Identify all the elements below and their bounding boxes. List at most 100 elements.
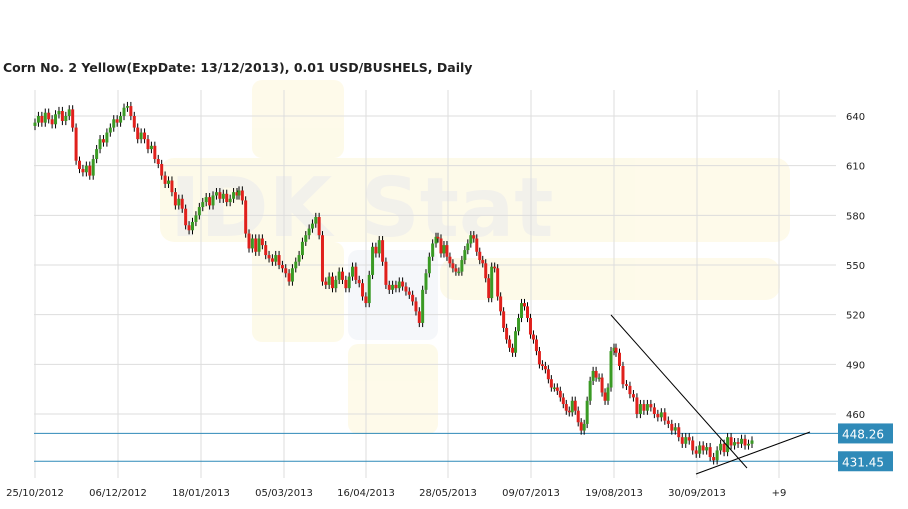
candle-body	[401, 281, 405, 287]
candle-body	[614, 347, 618, 353]
candle-body	[247, 233, 251, 249]
candle-body	[687, 437, 691, 441]
candle-body	[310, 223, 314, 229]
candle-body	[300, 241, 304, 256]
candle-body	[197, 207, 201, 216]
candle-body	[624, 384, 628, 386]
candle-body	[558, 390, 562, 398]
candle-body	[726, 437, 730, 453]
candle-body	[211, 195, 215, 206]
candle-body	[244, 200, 248, 234]
candle-body	[367, 274, 371, 304]
candle-body	[484, 263, 488, 279]
candle-body	[579, 422, 583, 431]
candle-body	[442, 245, 446, 254]
candle-body	[652, 407, 656, 414]
candle-body	[95, 149, 99, 160]
candle-body	[254, 238, 258, 252]
candle-body	[534, 339, 538, 352]
candle-body	[694, 450, 698, 454]
candle-body	[463, 250, 467, 261]
x-tick-label: 25/10/2012	[6, 488, 64, 499]
candle-body	[341, 271, 345, 280]
candle-body	[218, 192, 222, 199]
candle-body	[411, 294, 415, 302]
candle-body	[439, 238, 443, 254]
candle-body	[663, 412, 667, 421]
candle-body	[677, 427, 681, 438]
candle-body	[60, 111, 64, 121]
candle-body	[115, 119, 119, 123]
candle-body	[371, 246, 375, 275]
y-tick-label: 610	[846, 162, 865, 173]
candle-body	[397, 281, 401, 289]
candle-body	[457, 271, 461, 274]
candle-body	[88, 165, 92, 176]
candle-body	[132, 116, 136, 128]
candle-body	[284, 268, 288, 274]
candle-body	[740, 438, 744, 444]
y-tick-label: 580	[846, 211, 865, 222]
candle-body	[204, 197, 208, 203]
candle-body	[357, 279, 361, 284]
candle-body	[54, 114, 58, 125]
chart-title: Corn No. 2 Yellow(ExpDate: 13/12/2013), …	[3, 60, 473, 75]
candle-body	[642, 404, 646, 411]
candle-body	[156, 159, 160, 165]
candle-body	[374, 246, 378, 254]
candle-body	[173, 192, 177, 206]
horizontal-levels	[34, 432, 838, 462]
candle-body	[448, 256, 452, 264]
candle-body	[612, 347, 616, 352]
candle-body	[552, 387, 556, 390]
candle-body	[496, 268, 500, 297]
candle-body	[628, 385, 632, 395]
candle-body	[659, 412, 663, 418]
candle-body	[294, 261, 298, 269]
y-tick-label: 460	[846, 410, 865, 421]
candle-body	[364, 296, 368, 304]
candle-body	[680, 437, 684, 444]
candle-body	[460, 260, 464, 272]
candle-body	[708, 447, 712, 458]
x-tick-label: 19/08/2013	[585, 488, 643, 499]
candle-body	[478, 251, 482, 261]
x-tick-label: 28/05/2013	[419, 488, 477, 499]
candle-body	[588, 380, 592, 401]
level-tag-label: 431.45	[842, 455, 884, 469]
x-tick-label: 06/12/2012	[89, 488, 147, 499]
candle-body	[427, 256, 431, 274]
candle-body	[549, 379, 553, 388]
candle-body	[421, 289, 425, 323]
candle-body	[670, 423, 674, 431]
candle-body	[324, 281, 328, 285]
candle-body	[290, 268, 294, 282]
candle-body	[722, 443, 726, 453]
candle-body	[270, 258, 274, 262]
candle-body	[436, 236, 440, 239]
candle-body	[475, 238, 479, 252]
candle-body	[235, 192, 239, 196]
candle-body	[71, 109, 75, 128]
candle-body	[733, 442, 737, 446]
candle-body	[208, 197, 212, 206]
candle-body	[361, 283, 365, 297]
candle-body	[591, 370, 595, 381]
candle-body	[214, 192, 218, 196]
candle-body	[274, 255, 278, 262]
candle-body	[736, 442, 740, 444]
y-axis: 640 610 580 550 520 490 460	[846, 112, 865, 421]
candle-body	[170, 180, 174, 193]
candle-body	[517, 317, 521, 332]
candle-body	[508, 339, 512, 348]
candle-body	[33, 122, 37, 126]
candle-body	[691, 440, 695, 451]
price-tags: 448.26 431.45	[838, 423, 893, 472]
candle-body	[511, 347, 515, 353]
candle-body	[98, 139, 102, 150]
candle-body	[377, 240, 381, 254]
y-tick-label: 490	[846, 360, 865, 371]
candle-body	[567, 410, 571, 413]
candle-body	[603, 392, 607, 401]
